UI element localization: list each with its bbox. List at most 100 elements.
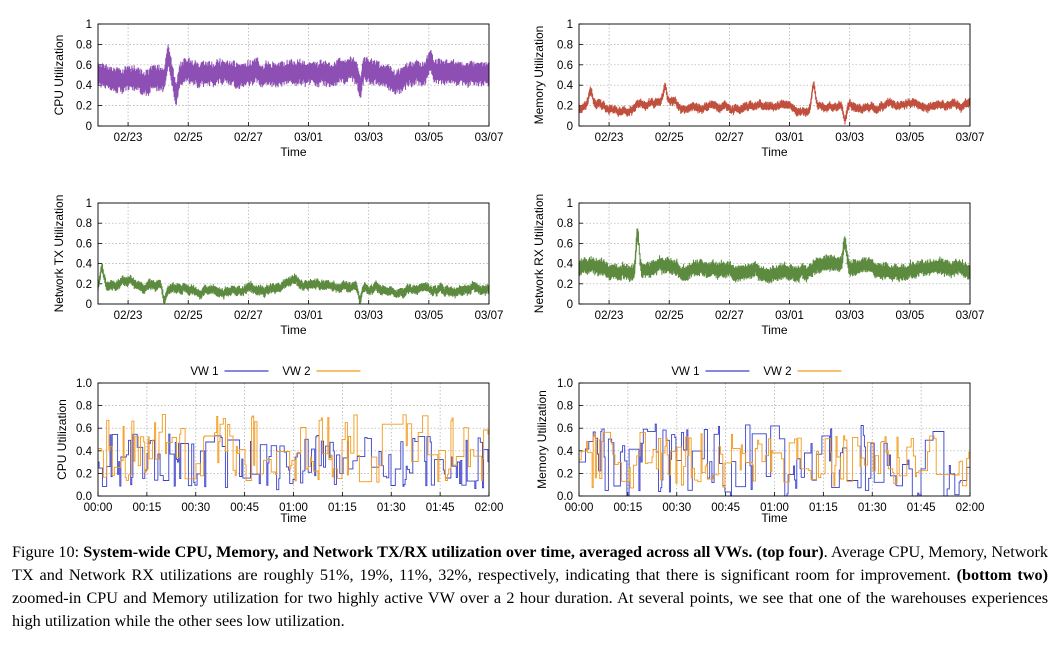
y-tick-label: 0.4 [557,80,574,92]
x-tick-label: 02/27 [234,132,263,144]
y-axis-label: Memory Utilization [535,390,549,489]
x-tick-label: 01:30 [858,502,887,514]
legend: VW 1 VW 2 [671,366,842,378]
x-axis-label: Time [761,145,788,159]
y-tick-label: 1 [86,19,92,31]
y-tick-label: 0 [567,299,573,311]
x-tick-label: 00:30 [662,502,691,514]
plot-area [578,81,971,125]
x-tick-label: 01:30 [377,502,406,514]
y-tick-label: 0.4 [76,80,93,92]
x-tick-label: 03/07 [956,132,985,144]
y-tick-label: 0.6 [557,238,573,250]
plot-frame [578,382,971,497]
x-tick-label: 01:45 [426,502,455,514]
x-tick-label: 03/01 [775,132,804,144]
y-tick-label: 1 [567,198,573,210]
y-tick-label: 0.0 [557,491,573,503]
x-axis-label: Time [761,323,788,337]
x-tick-label: 02/25 [655,132,684,144]
y-tick-label: 0.2 [76,101,92,113]
plot-frame [97,382,490,497]
y-tick-label: 0.4 [557,259,574,271]
y-axis-label: CPU Utilization [52,35,66,116]
plot-frame [97,202,490,305]
y-tick-label: 0.6 [557,60,573,72]
series-line [97,263,490,305]
series-line-vw-1 [579,423,970,497]
y-tick-label: 1.0 [76,378,92,390]
x-axis-label: Time [280,323,307,337]
plot-area [97,263,490,305]
y-tick-label: 0.4 [76,259,93,271]
x-axis-label: Time [761,511,788,525]
x-tick-label: 02:00 [475,502,504,514]
y-tick-label: 0.2 [557,468,573,480]
x-axis-label: Time [280,511,307,525]
x-tick-label: 03/05 [895,310,924,322]
legend-label: VW 1 [190,366,218,378]
x-tick-label: 02/25 [174,132,203,144]
y-tick-label: 0.2 [557,279,573,291]
plot-area [578,228,971,284]
x-tick-label: 02/25 [655,310,684,322]
x-tick-label: 00:45 [711,502,740,514]
y-tick-label: 0 [567,121,573,133]
x-tick-label: 03/03 [835,310,864,322]
y-tick-label: 1 [567,19,573,31]
x-tick-label: 03/05 [895,132,924,144]
x-tick-label: 02/27 [715,132,744,144]
y-tick-label: 0.8 [557,218,573,230]
x-tick-label: 00:00 [84,502,113,514]
chart-panel-1: 0 0.2 0.4 0.6 0.8 1 02/23 02/25 02/27 03/01 03/03 0… [52,19,503,159]
plot-area [98,414,490,491]
caption-text-2: zoomed-in CPU and Memory utilization for… [12,589,1048,630]
legend-label: VW 1 [671,366,699,378]
chart-panel-3: 0 0.2 0.4 0.6 0.8 1 02/23 02/25 02/27 03/01 03/03 0… [52,195,503,337]
chart-panel-4: 0 0.2 0.4 0.6 0.8 1 02/23 02/25 02/27 03/01 03/03 0… [532,194,984,337]
x-tick-label: 03/05 [414,132,443,144]
series-line [578,228,971,284]
x-tick-label: 02/23 [595,132,624,144]
plot-area [97,44,490,105]
x-tick-label: 03/07 [475,310,504,322]
x-tick-label: 03/05 [414,310,443,322]
x-tick-label: 00:30 [181,502,210,514]
y-tick-label: 0.6 [76,423,92,435]
x-tick-label: 03/01 [775,310,804,322]
plot-frame [97,23,490,127]
y-tick-label: 0.0 [76,491,92,503]
caption-bold-bottom: (bottom two) [956,566,1048,584]
figure-caption: Figure 10: System-wide CPU, Memory, and … [12,541,1048,633]
y-tick-label: 0.8 [76,39,92,51]
series-line-vw-2 [579,431,971,489]
caption-prefix: Figure 10: [12,543,84,561]
series-line-vw-2 [98,414,490,483]
x-tick-label: 02/23 [114,310,143,322]
x-tick-label: 01:45 [907,502,936,514]
y-tick-label: 0.6 [557,423,573,435]
y-tick-label: 0.2 [76,468,92,480]
y-tick-label: 0 [86,299,92,311]
x-tick-label: 01:15 [328,502,357,514]
y-axis-label: CPU Utilization [55,399,69,480]
chart-panel-5: 0.0 0.2 0.4 0.6 0.8 1.0 00:00 00:15 00:30 00:45 01… [55,366,503,525]
x-tick-label: 03/01 [294,132,323,144]
x-tick-label: 03/03 [354,132,383,144]
chart-panel-6: 0.0 0.2 0.4 0.6 0.8 1.0 00:00 00:15 00:30 00:45 01… [535,366,984,525]
y-tick-label: 0.2 [557,101,573,113]
y-tick-label: 1 [86,198,92,210]
x-tick-label: 02/27 [715,310,744,322]
x-tick-label: 00:00 [565,502,594,514]
plot-frame [578,23,971,127]
y-axis-label: Network RX Utilization [532,194,546,313]
y-tick-label: 0.8 [557,401,573,413]
y-tick-label: 0.4 [557,446,574,458]
x-tick-label: 03/03 [835,132,864,144]
chart-panel-2: 0 0.2 0.4 0.6 0.8 1 02/23 02/25 02/27 03/01 03/03 0… [532,19,984,159]
caption-bold-top: System-wide CPU, Memory, and Network TX/… [83,543,824,561]
y-tick-label: 0.8 [76,218,92,230]
y-tick-label: 0.6 [76,238,92,250]
figure-charts: 0 0.2 0.4 0.6 0.8 1 02/23 02/25 02/27 03/01 03/03 0… [52,19,984,525]
x-tick-label: 01:00 [279,502,308,514]
